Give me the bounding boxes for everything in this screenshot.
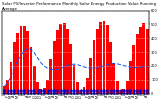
Bar [59, 24, 62, 94]
Bar [126, 81, 129, 94]
Bar [20, 26, 22, 94]
Bar [63, 23, 66, 94]
Bar [66, 29, 69, 94]
Bar [79, 90, 82, 94]
Bar [43, 88, 46, 94]
Bar [89, 58, 92, 94]
Bar [40, 89, 42, 94]
Bar [146, 29, 148, 94]
Bar [139, 27, 142, 94]
Bar [83, 87, 85, 94]
Bar [119, 90, 122, 94]
Bar [69, 44, 72, 94]
Text: Solar PV/Inverter Performance Monthly Solar Energy Production Value Running Aver: Solar PV/Inverter Performance Monthly So… [2, 2, 156, 11]
Bar [116, 81, 119, 94]
Bar [132, 44, 135, 94]
Bar [49, 59, 52, 94]
Bar [26, 31, 29, 94]
Bar [93, 40, 95, 94]
Bar [56, 30, 59, 94]
Bar [23, 26, 26, 94]
Bar [10, 62, 12, 94]
Bar [73, 64, 76, 94]
Bar [122, 89, 125, 94]
Bar [16, 33, 19, 94]
Bar [30, 47, 32, 94]
Bar [142, 23, 145, 94]
Bar [96, 29, 99, 94]
Bar [136, 34, 139, 94]
Bar [33, 66, 36, 94]
Bar [103, 21, 105, 94]
Bar [99, 22, 102, 94]
Bar [112, 63, 115, 94]
Bar [36, 82, 39, 94]
Bar [76, 82, 79, 94]
Bar [109, 42, 112, 94]
Bar [53, 41, 56, 94]
Bar [86, 78, 89, 94]
Bar [46, 80, 49, 94]
Bar [3, 86, 6, 94]
Bar [13, 42, 16, 94]
Bar [106, 25, 109, 94]
Bar [129, 61, 132, 94]
Bar [6, 80, 9, 94]
